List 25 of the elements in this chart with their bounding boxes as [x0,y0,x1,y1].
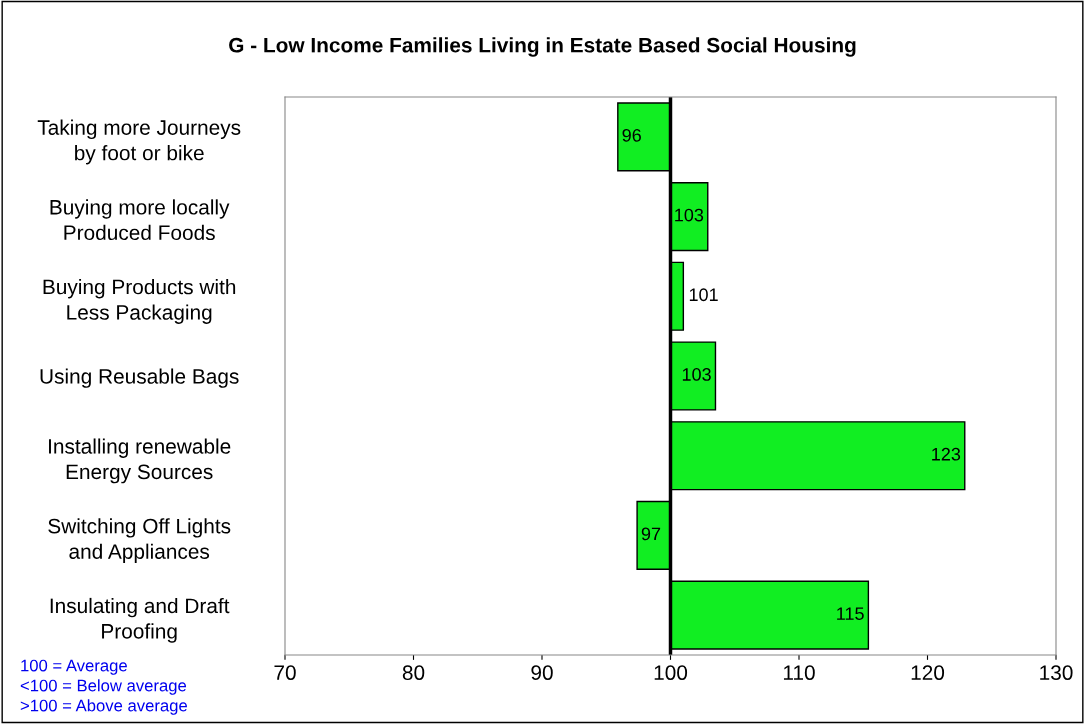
y-tick-label: Switching Off Lights and Appliances [48,518,231,564]
x-tick-label: 90 [531,665,553,681]
data-label: 101 [689,288,718,302]
x-tick-label: 120 [911,665,945,681]
x-tick-label: 110 [783,665,815,681]
y-tick-label: Installing renewable Energy Sources [49,438,231,484]
x-tick-label: 70 [274,665,296,681]
x-tick-label: 100 [654,665,688,681]
x-tick-label: 130 [1040,665,1073,681]
data-label: 123 [932,447,961,461]
text: >100 = Above average [20,699,187,715]
y-tick-label: Buying more locally Produced Foods [50,199,230,241]
data-label: 103 [675,208,704,222]
data-label: 97 [641,527,661,541]
y-tick-label: Buying Products with Less Packaging [43,279,236,324]
chart-title: G - Low Income Families Living in Estate Based Social Housing [229,37,856,57]
y-tick-label: Taking more Journeys by foot or bike [37,119,241,165]
y-tick-label: Using Reusable Bags [40,368,239,388]
data-label: 115 [837,607,864,620]
data-label: 96 [622,128,641,142]
data-label: 103 [682,368,711,381]
text: <100 = Below average [20,679,187,695]
y-tick-label: Insulating and Draft Proofing [50,597,230,643]
text: 100 = Average [21,659,127,675]
x-tick-label: 80 [402,665,425,681]
